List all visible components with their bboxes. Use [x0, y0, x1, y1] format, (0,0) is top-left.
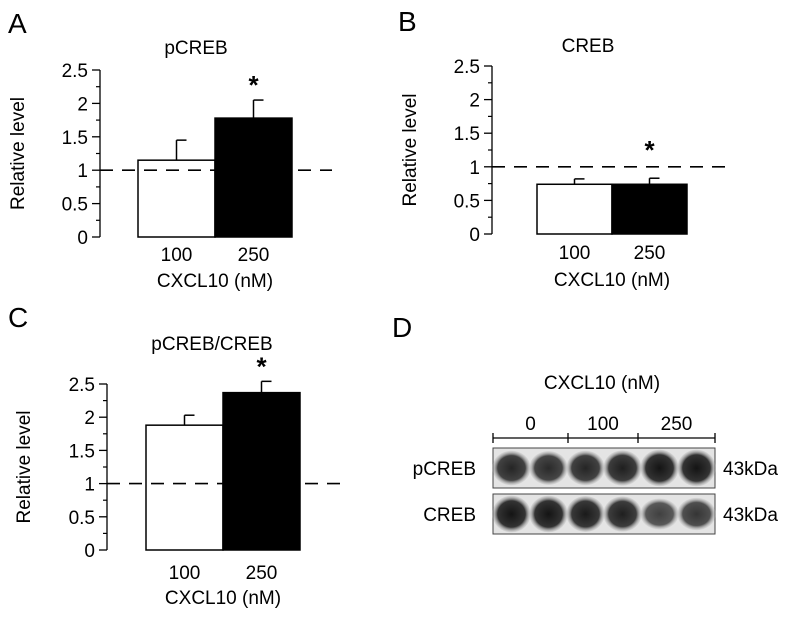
blot-band	[677, 449, 716, 487]
bar-250	[214, 117, 293, 238]
y-tick-label: 0.5	[62, 195, 88, 216]
blot-group-label: 0	[525, 414, 536, 435]
y-tick-label: 0	[469, 225, 480, 246]
y-tick-label: 1	[469, 158, 480, 179]
y-tick-label: 1	[77, 161, 88, 182]
significance-marker: *	[248, 70, 259, 100]
blot-group-label: 250	[661, 414, 693, 435]
y-tick-label: 2.5	[454, 57, 480, 78]
y-tick-label: 2	[77, 94, 88, 115]
panel-d-letter: D	[392, 312, 413, 343]
y-axis-label: Relative level	[14, 411, 35, 524]
y-tick-label: 0	[77, 228, 88, 249]
y-tick-label: 1.5	[454, 124, 480, 145]
y-tick-label: 0	[84, 541, 95, 562]
panel-c-letter: C	[8, 302, 29, 333]
y-tick-label: 0.5	[69, 508, 95, 529]
significance-marker: *	[644, 135, 655, 165]
blot-title: CXCL10 (nM)	[544, 373, 660, 394]
chart-title: pCREB	[164, 38, 227, 59]
y-tick-label: 1.5	[62, 128, 88, 149]
blot-band	[529, 451, 568, 485]
significance-marker: *	[256, 351, 267, 381]
blot-band	[492, 450, 531, 486]
y-tick-label: 2	[84, 408, 95, 429]
blot-row-label: CREB	[423, 505, 476, 526]
x-axis-label: CXCL10 (nM)	[157, 271, 273, 292]
blot-band	[603, 450, 642, 486]
chart-title: CREB	[562, 36, 615, 57]
y-tick-label: 1.5	[69, 441, 95, 462]
bar-100	[137, 159, 216, 238]
panel-a-letter: A	[8, 8, 27, 39]
blot-band-size: 43kDa	[723, 459, 778, 480]
chart-title: pCREB/CREB	[151, 334, 272, 355]
blot-band	[677, 497, 716, 531]
blot-band	[640, 498, 679, 530]
y-tick-label: 2	[469, 91, 480, 112]
y-tick-label: 1	[84, 475, 95, 496]
x-axis-label: CXCL10 (nM)	[165, 588, 281, 609]
category-label: 100	[559, 243, 591, 264]
blot-band	[492, 495, 531, 533]
y-tick-label: 2.5	[69, 375, 95, 396]
bar-250	[611, 183, 688, 235]
blot-group-label: 100	[587, 414, 619, 435]
y-tick-label: 2.5	[62, 61, 88, 82]
blot-band	[566, 495, 605, 533]
category-label: 100	[161, 245, 193, 266]
blot-band	[640, 449, 679, 487]
category-label: 250	[634, 243, 666, 264]
blot-band	[566, 450, 605, 486]
category-label: 250	[246, 563, 278, 584]
blot-row-label: pCREB	[413, 459, 476, 480]
blot-band-size: 43kDa	[723, 505, 778, 526]
blot-band	[603, 496, 642, 532]
category-label: 100	[169, 563, 201, 584]
blot-band	[529, 495, 568, 533]
category-label: 250	[238, 245, 270, 266]
y-tick-label: 0.5	[454, 191, 480, 212]
y-axis-label: Relative level	[400, 94, 421, 207]
y-axis-label: Relative level	[8, 97, 29, 210]
x-axis-label: CXCL10 (nM)	[554, 270, 670, 291]
panel-b-letter: B	[398, 6, 417, 37]
